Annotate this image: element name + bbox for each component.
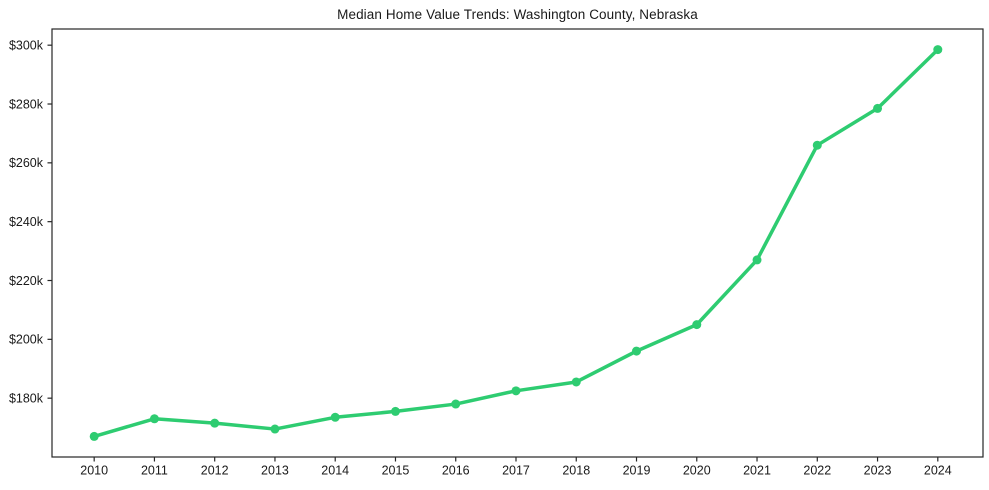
- x-tick-label: 2015: [382, 464, 410, 478]
- x-tick-label: 2024: [924, 464, 952, 478]
- data-point-marker: [632, 346, 642, 356]
- x-tick-label: 2011: [141, 464, 168, 478]
- data-point-marker: [873, 103, 883, 113]
- y-tick-label: $260k: [9, 156, 44, 170]
- x-tick-label: 2012: [201, 464, 229, 478]
- x-tick-label: 2014: [321, 464, 349, 478]
- y-tick-label: $180k: [9, 391, 44, 405]
- data-point-marker: [812, 140, 822, 150]
- data-point-marker: [149, 414, 159, 424]
- data-point-marker: [390, 406, 400, 416]
- data-point-marker: [692, 320, 702, 330]
- data-point-marker: [752, 255, 762, 265]
- y-tick-label: $280k: [9, 97, 44, 111]
- data-point-marker: [270, 424, 280, 434]
- x-tick-label: 2021: [743, 464, 771, 478]
- x-tick-label: 2020: [683, 464, 711, 478]
- x-tick-label: 2022: [803, 464, 831, 478]
- x-tick-label: 2018: [562, 464, 590, 478]
- x-tick-label: 2023: [864, 464, 892, 478]
- data-point-marker: [933, 45, 943, 55]
- x-tick-label: 2019: [623, 464, 651, 478]
- x-tick-label: 2016: [442, 464, 470, 478]
- chart-title: Median Home Value Trends: Washington Cou…: [337, 7, 698, 22]
- x-tick-label: 2010: [80, 464, 108, 478]
- plot-frame: [51, 28, 984, 458]
- data-point-marker: [451, 399, 461, 409]
- y-tick-label: $300k: [9, 38, 44, 52]
- data-point-marker: [511, 386, 521, 396]
- data-point-marker: [571, 377, 581, 387]
- data-point-marker: [330, 412, 340, 422]
- trend-line: [92, 47, 940, 439]
- data-point-marker: [89, 431, 99, 441]
- x-tick-label: 2017: [502, 464, 530, 478]
- x-tick-label: 2013: [261, 464, 289, 478]
- data-point-marker: [210, 418, 220, 428]
- y-tick-label: $200k: [9, 333, 44, 347]
- y-tick-label: $220k: [9, 274, 44, 288]
- y-tick-label: $240k: [9, 215, 44, 229]
